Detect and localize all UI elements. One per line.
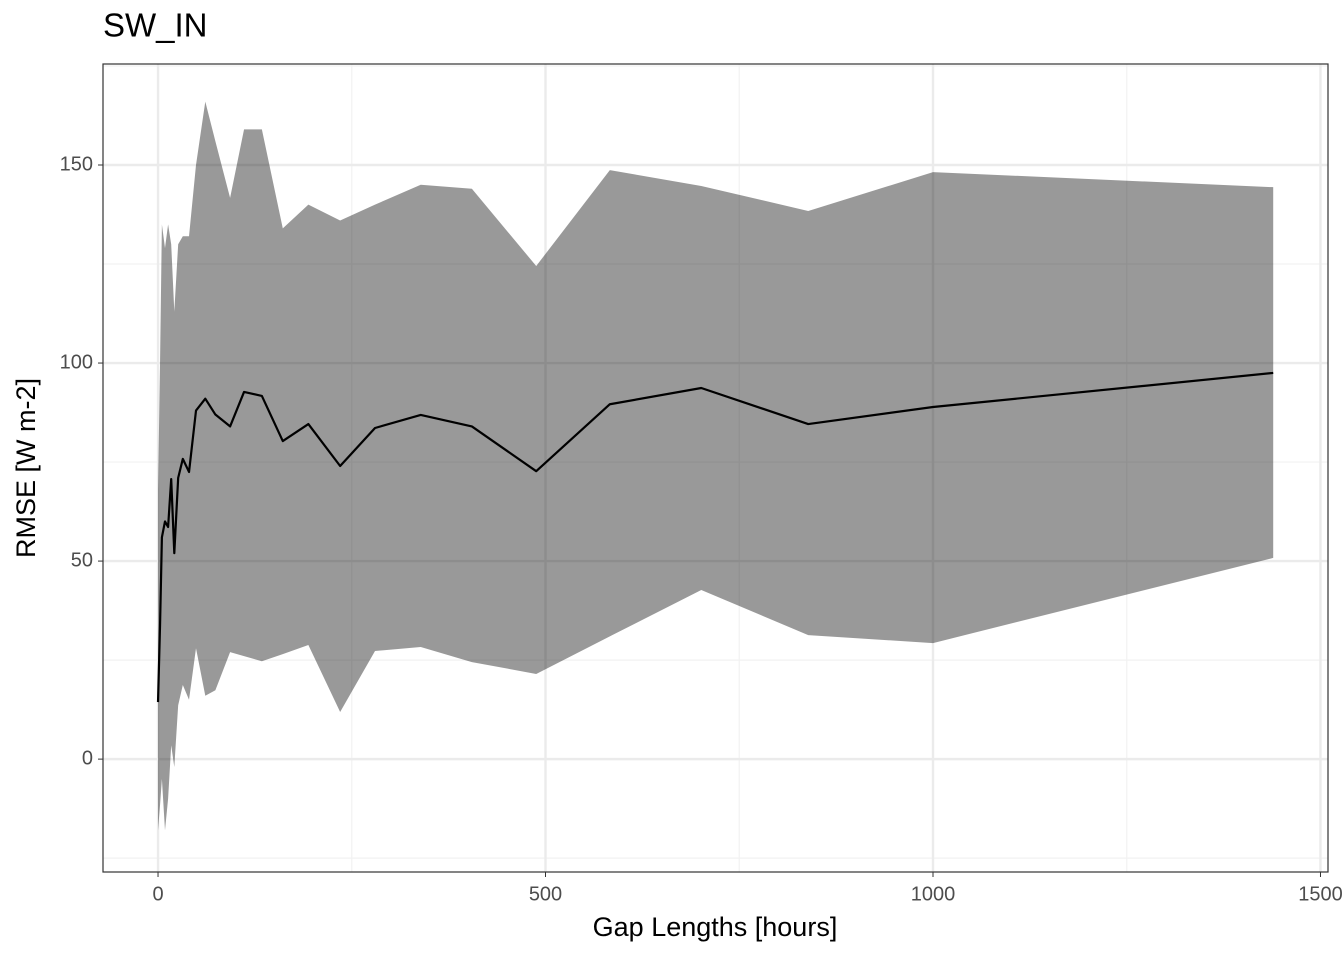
ribbon bbox=[158, 101, 1274, 831]
x-axis-title: Gap Lengths [hours] bbox=[593, 912, 838, 942]
x-tick-label: 1000 bbox=[911, 883, 956, 905]
x-tick-label: 0 bbox=[152, 883, 163, 905]
y-axis-title: RMSE [W m-2] bbox=[11, 378, 41, 558]
y-tick-label: 100 bbox=[60, 351, 93, 373]
line bbox=[156, 371, 1274, 703]
panel-border bbox=[102, 63, 1329, 873]
y-tick-label: 50 bbox=[71, 549, 93, 571]
x-tick-label: 500 bbox=[529, 883, 562, 905]
x-tick-label: 1500 bbox=[1298, 883, 1343, 905]
y-tick-label: 0 bbox=[82, 747, 93, 769]
chart-title: SW_IN bbox=[103, 7, 208, 44]
y-tick-label: 150 bbox=[60, 153, 93, 175]
panel-background bbox=[103, 64, 1328, 872]
